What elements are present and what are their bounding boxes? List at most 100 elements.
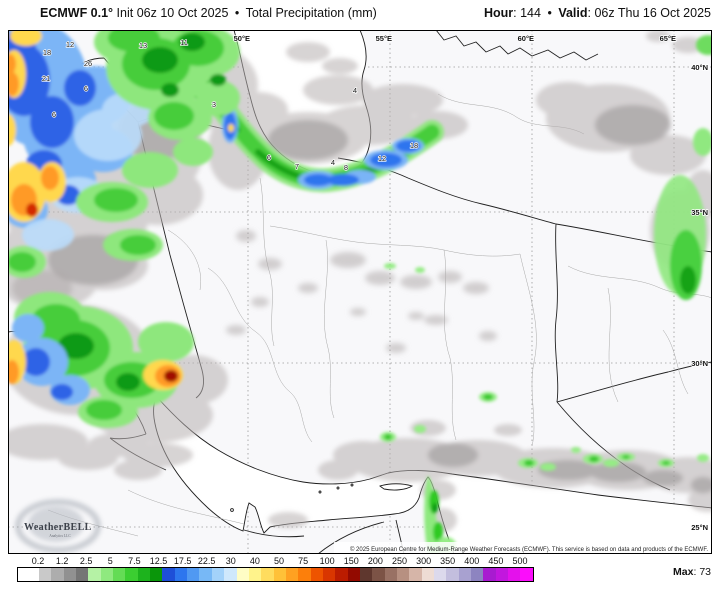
colorbar-tick-label: 100 (319, 556, 335, 566)
longitude-label: 60°E (518, 34, 534, 43)
colorbar-cell (199, 568, 212, 581)
precip-value-label: 12 (66, 40, 74, 49)
precip-value-label: 4 (353, 86, 357, 95)
precip-value-label: 7 (295, 162, 299, 171)
precip-value-label: 4 (331, 158, 335, 167)
colorbar-cell (63, 568, 77, 581)
qeshm-island (379, 483, 414, 491)
colorbar-cell (322, 568, 336, 581)
colorbar-cell (421, 568, 434, 581)
precip-value-label: 26 (84, 59, 92, 68)
precip-value-label: 21 (42, 74, 50, 83)
gulf-island (336, 486, 340, 490)
max-value-readout: Max: 73 (673, 566, 711, 578)
colorbar-tick-label: 400 (464, 556, 480, 566)
colorbar-cell (76, 568, 89, 581)
colorbar-cell (347, 568, 360, 581)
precip-value-label: 13 (139, 41, 147, 50)
precip-value-label: 8 (344, 163, 348, 172)
colorbar-cell (162, 568, 175, 581)
colorbar-cell (471, 568, 484, 581)
colorbar-cell (483, 568, 496, 581)
precip-nw-cluster (8, 30, 240, 278)
logo-subtitle: Analytics LLC (49, 534, 71, 538)
colorbar-tick-label: 5 (107, 556, 113, 566)
valid-value: 06z Thu 16 Oct 2025 (594, 6, 711, 20)
product-name: Total Precipitation (mm) (245, 6, 377, 20)
longitude-label: 50°E (234, 34, 250, 43)
colorbar-cell (359, 568, 373, 581)
colorbar-cell (458, 568, 472, 581)
colorbar-cell (520, 568, 533, 581)
precip-value-label: 18 (410, 141, 418, 150)
colorbar-cell (113, 568, 126, 581)
colorbar-tick-label: 12.5 (149, 556, 168, 566)
copyright-text: © 2025 European Centre for Medium-Range … (350, 546, 708, 553)
header-bullet: • (547, 6, 552, 20)
longitude-label: 55°E (376, 34, 392, 43)
colorbar-tick-label: 0.2 (31, 556, 45, 566)
colorbar-cell (396, 568, 410, 581)
valid-time-header: Hour: 144 • Valid: 06z Thu 16 Oct 2025 (484, 6, 711, 24)
colorbar-tick-label: 30 (225, 556, 236, 566)
colorbar-cell (298, 568, 311, 581)
precip-value-label: 6 (267, 153, 271, 162)
precip-value-label: 6 (52, 110, 56, 119)
valid-colon: : (587, 6, 595, 20)
colorbar-tick-label: 200 (367, 556, 383, 566)
colorbar-cell (150, 568, 163, 581)
colorbar-cell (18, 568, 39, 581)
colorbar-cell (446, 568, 459, 581)
colorbar-cell (100, 568, 114, 581)
colorbar-tick-label: 1.2 (55, 556, 69, 566)
map-frame (8, 30, 712, 554)
colorbar-tick-label: 150 (343, 556, 359, 566)
bahrain-island (230, 508, 234, 512)
colorbar-tick-label: 50 (273, 556, 285, 566)
hour-value: 144 (520, 6, 541, 20)
max-colon: : (693, 566, 700, 578)
colorbar-tick-label: 2.5 (79, 556, 93, 566)
colorbar-cell (137, 568, 151, 581)
max-value: 73 (699, 566, 711, 578)
precip-value-label: 18 (43, 48, 51, 57)
weather-map: 50°E 55°E 60°E 65°E 40°N 35°N 30°N 25°N 18 12 26 21… (8, 30, 712, 554)
precip-south-spots (380, 35, 712, 554)
precip-caspian-band (160, 30, 444, 193)
colorbar-cell (508, 568, 521, 581)
colorbar-tick-label: 40 (249, 556, 260, 566)
colorbar-tick-label: 7.5 (128, 556, 141, 566)
colorbar-tick-label: 250 (391, 556, 408, 566)
hour-colon: : (513, 6, 521, 20)
colorbar-cell (236, 568, 249, 581)
precip-value-label: 6 (84, 84, 88, 93)
colorbar-cell (224, 568, 237, 581)
colorbar-cell (310, 568, 323, 581)
precip-value-label: 3 (212, 100, 216, 109)
model-name: ECMWF 0.1° (40, 6, 114, 20)
colorbar-cell (39, 568, 52, 581)
map-title: ECMWF 0.1° Init 06z 10 Oct 2025 • Total … (40, 6, 377, 24)
map-labels: 50°E 55°E 60°E 65°E 40°N 35°N 30°N 25°N 18 12 26 21… (41, 33, 709, 532)
colorbar-cell (495, 568, 509, 581)
colorbar-cells (17, 567, 534, 582)
gulf-island (350, 483, 354, 487)
copyright-backdrop (334, 542, 712, 554)
latitude-label: 25°N (691, 523, 708, 532)
latitude-label: 35°N (691, 208, 708, 217)
colorbar-tick-label: 75 (298, 556, 309, 566)
title-bullet: • (234, 6, 240, 20)
precip-west-cluster (8, 292, 194, 428)
init-time: Init 06z 10 Oct 2025 (116, 6, 229, 20)
colorbar-cell (125, 568, 138, 581)
colorbar-cell (261, 568, 274, 581)
gulf-island (318, 490, 322, 494)
colorbar-cell (434, 568, 447, 581)
latitude-label: 30°N (691, 359, 708, 368)
colorbar-cell (285, 568, 299, 581)
longitude-label: 65°E (660, 34, 676, 43)
map-panel: 50°E 55°E 60°E 65°E 40°N 35°N 30°N 25°N 18 12 26 21… (8, 30, 712, 554)
colorbar-tick-label: 500 (512, 556, 528, 566)
colorbar-cell (335, 568, 348, 581)
